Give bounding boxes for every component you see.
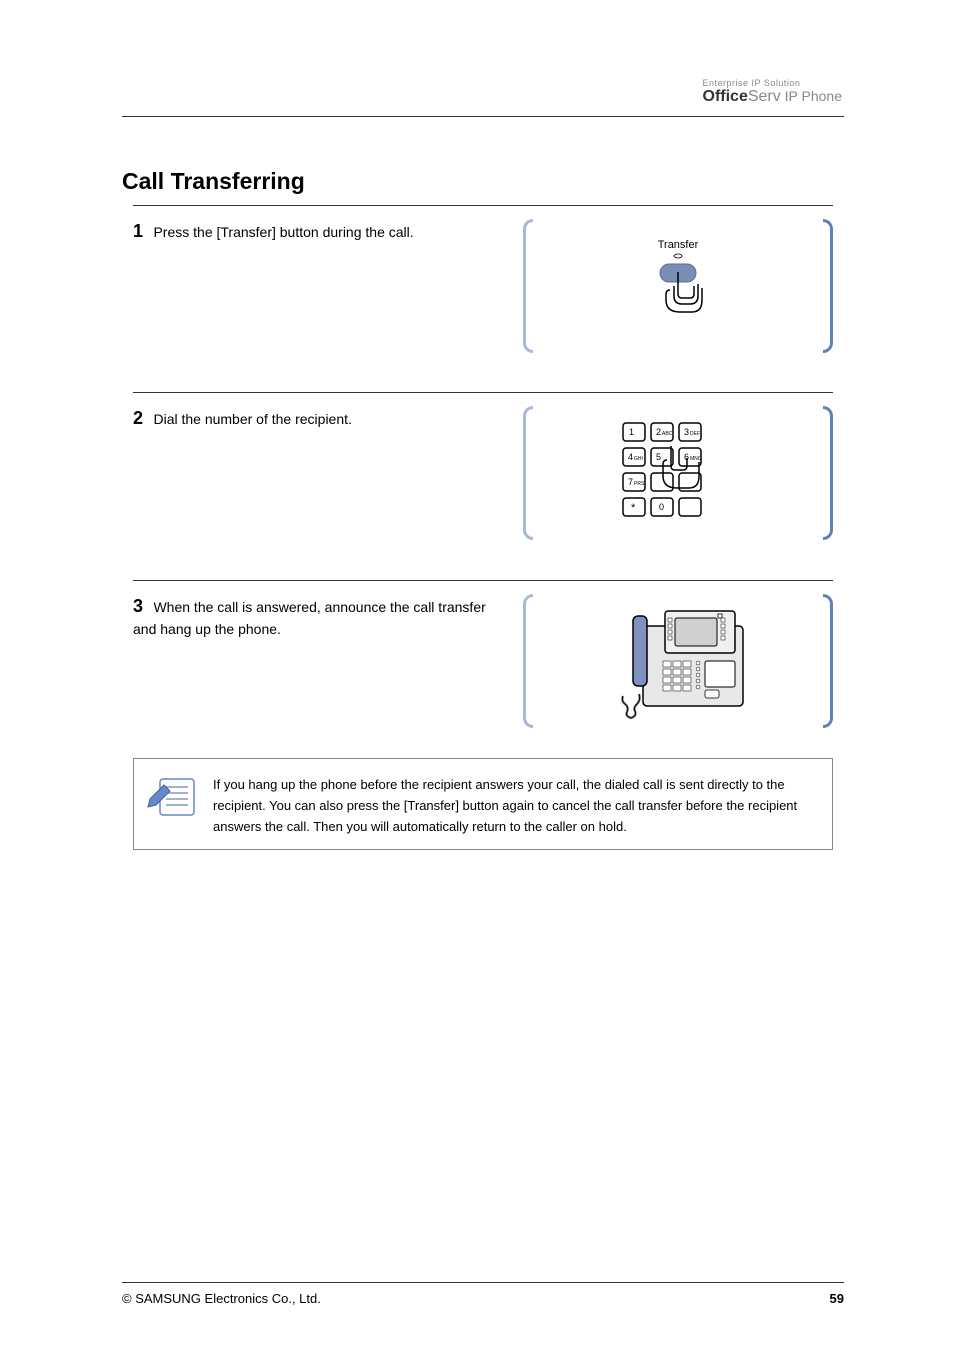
header-rule bbox=[122, 116, 844, 117]
svg-text:*: * bbox=[631, 502, 636, 514]
svg-text:2: 2 bbox=[656, 427, 661, 437]
step-number: 2 bbox=[133, 408, 143, 428]
step-text-block: 2 Dial the number of the recipient. bbox=[133, 403, 523, 430]
svg-text:3: 3 bbox=[684, 427, 689, 437]
transfer-button-illustration: Transfer bbox=[543, 226, 813, 346]
svg-text:PRS: PRS bbox=[634, 481, 645, 487]
footer-rule bbox=[122, 1282, 844, 1283]
step-1: 1 Press the [Transfer] button during the… bbox=[133, 205, 833, 356]
step-number: 1 bbox=[133, 221, 143, 241]
brand-subtitle: IP Phone bbox=[781, 88, 842, 104]
svg-text:1: 1 bbox=[629, 427, 634, 437]
bracket-right-icon bbox=[823, 219, 833, 353]
step-row: 2 Dial the number of the recipient. 1 2A… bbox=[133, 393, 833, 543]
svg-text:7: 7 bbox=[628, 477, 633, 487]
step-text-block: 3 When the call is answered, announce th… bbox=[133, 591, 523, 641]
svg-text:0: 0 bbox=[659, 502, 664, 512]
brand-logo: Enterprise IP Solution OfficeServ IP Pho… bbox=[703, 78, 843, 106]
step-description: When the call is answered, announce the … bbox=[133, 599, 486, 637]
page-number: 59 bbox=[830, 1291, 844, 1306]
brand-bold-part: Office bbox=[703, 88, 748, 105]
svg-text:MNO: MNO bbox=[690, 456, 702, 462]
step-number: 3 bbox=[133, 596, 143, 616]
brand-tagline: Enterprise IP Solution bbox=[703, 78, 843, 88]
brand-light-part: Serv bbox=[748, 88, 781, 105]
step-row: 1 Press the [Transfer] button during the… bbox=[133, 206, 833, 356]
svg-text:GHI: GHI bbox=[634, 456, 643, 462]
note-text: If you hang up the phone before the reci… bbox=[213, 771, 820, 837]
copyright-text: © SAMSUNG Electronics Co., Ltd. bbox=[122, 1291, 830, 1306]
hand-icon bbox=[663, 446, 699, 488]
page-title: Call Transferring bbox=[122, 168, 305, 195]
svg-text:4: 4 bbox=[628, 452, 633, 462]
svg-text:ABC: ABC bbox=[662, 431, 673, 437]
step-illustration: Transfer bbox=[523, 216, 833, 356]
step-illustration: 1 2ABC 3DEF 4GHI 5 6MNO bbox=[523, 403, 833, 543]
step-row: 3 When the call is answered, announce th… bbox=[133, 581, 833, 731]
page-footer: © SAMSUNG Electronics Co., Ltd. 59 bbox=[122, 1282, 844, 1306]
footer-text-row: © SAMSUNG Electronics Co., Ltd. 59 bbox=[122, 1291, 844, 1306]
step-illustration bbox=[523, 591, 833, 731]
bracket-right-icon bbox=[823, 406, 833, 540]
note-icon bbox=[146, 771, 198, 823]
svg-text:5: 5 bbox=[656, 452, 661, 462]
bracket-right-icon bbox=[823, 594, 833, 728]
step-description: Dial the number of the recipient. bbox=[153, 411, 351, 427]
phone-icon bbox=[622, 611, 743, 718]
transfer-label: Transfer bbox=[658, 239, 699, 251]
phone-illustration bbox=[543, 601, 813, 721]
step-2: 2 Dial the number of the recipient. 1 2A… bbox=[133, 392, 833, 543]
note-callout: If you hang up the phone before the reci… bbox=[133, 758, 833, 850]
keypad-illustration: 1 2ABC 3DEF 4GHI 5 6MNO bbox=[543, 413, 813, 533]
svg-text:DEF: DEF bbox=[690, 431, 700, 437]
bracket-left-icon bbox=[523, 594, 533, 728]
bracket-left-icon bbox=[523, 219, 533, 353]
step-3: 3 When the call is answered, announce th… bbox=[133, 580, 833, 731]
bracket-left-icon bbox=[523, 406, 533, 540]
step-text-block: 1 Press the [Transfer] button during the… bbox=[133, 216, 523, 243]
brand-name: OfficeServ IP Phone bbox=[703, 88, 843, 106]
step-description: Press the [Transfer] button during the c… bbox=[153, 224, 413, 240]
